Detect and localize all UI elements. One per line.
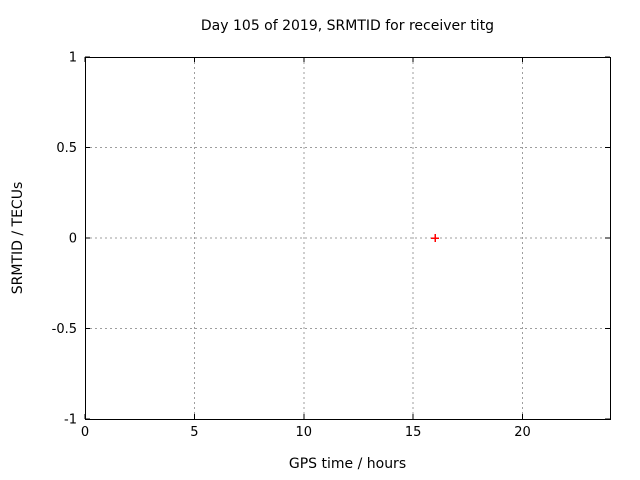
chart-title: Day 105 of 2019, SRMTID for receiver tit…	[200, 18, 495, 34]
x-tick-label: 5	[190, 425, 198, 440]
x-axis-label: GPS time / hours	[288, 456, 407, 472]
x-tick-label: 15	[405, 425, 422, 440]
x-tick-label: 0	[81, 425, 89, 440]
y-tick-label: -1	[64, 413, 77, 428]
x-tick-label: 20	[514, 425, 531, 440]
y-tick-label: 0.5	[56, 141, 77, 156]
y-tick-label: 0	[69, 232, 77, 247]
x-tick-label: 10	[295, 425, 312, 440]
y-tick-label: 1	[69, 51, 77, 66]
y-tick-label: -0.5	[52, 322, 77, 337]
